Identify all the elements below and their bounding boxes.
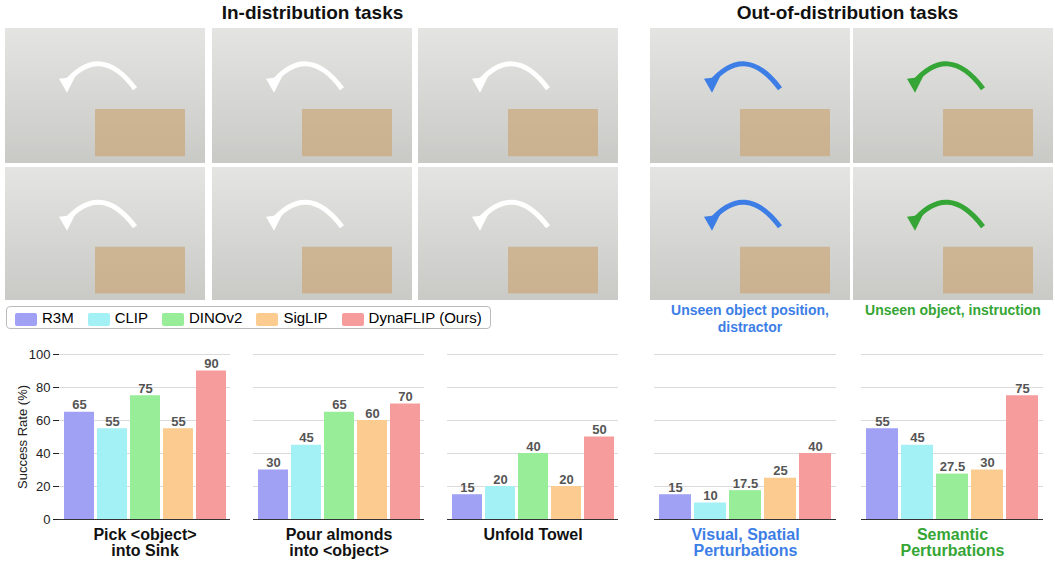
- svg-text:65: 65: [332, 397, 346, 412]
- svg-text:SemanticPerturbations: SemanticPerturbations: [900, 526, 1004, 559]
- svg-text:15: 15: [460, 480, 474, 495]
- html-text:DINOv2: DINOv2: [189, 309, 243, 326]
- svg-text:80: 80: [36, 380, 50, 395]
- svg-text:0: 0: [43, 512, 50, 527]
- html-text:In-distribution tasks: In-distribution tasks: [221, 2, 404, 23]
- html-text:Unseen object, instruction: Unseen object, instruction: [865, 302, 1041, 318]
- html-text:DynaFLIP (Ours): DynaFLIP (Ours): [368, 309, 482, 326]
- svg-text:20: 20: [36, 479, 50, 494]
- svg-text:75: 75: [1015, 381, 1029, 396]
- svg-text:45: 45: [910, 430, 924, 445]
- svg-text:30: 30: [980, 455, 994, 470]
- html-text:Out-of-distribution tasks: Out-of-distribution tasks: [736, 2, 959, 23]
- svg-text:25: 25: [773, 463, 787, 478]
- svg-text:50: 50: [592, 422, 606, 437]
- svg-text:55: 55: [105, 414, 119, 429]
- svg-text:17.5: 17.5: [733, 476, 758, 491]
- svg-text:Visual, SpatialPerturbations: Visual, SpatialPerturbations: [691, 526, 799, 559]
- svg-text:45: 45: [299, 430, 313, 445]
- svg-text:40: 40: [808, 439, 822, 454]
- html-text:CLIP: CLIP: [114, 309, 148, 326]
- svg-text:60: 60: [36, 413, 50, 428]
- html-text:Unseen object position, distra: Unseen object position, distractor: [671, 302, 829, 335]
- svg-text:65: 65: [72, 397, 86, 412]
- svg-text:100: 100: [29, 347, 51, 362]
- svg-text:20: 20: [559, 472, 573, 487]
- html-text:R3M: R3M: [42, 309, 74, 326]
- svg-text:70: 70: [398, 389, 412, 404]
- svg-text:75: 75: [138, 381, 152, 396]
- svg-text:55: 55: [171, 414, 185, 429]
- svg-text:15: 15: [668, 480, 682, 495]
- svg-text:Pick <object>into Sink: Pick <object>into Sink: [93, 526, 196, 559]
- svg-text:40: 40: [526, 439, 540, 454]
- svg-text:20: 20: [493, 472, 507, 487]
- svg-text:Success Rate (%): Success Rate (%): [15, 385, 30, 489]
- html-text:SigLIP: SigLIP: [283, 309, 328, 326]
- svg-text:90: 90: [204, 356, 218, 371]
- svg-text:10: 10: [703, 488, 717, 503]
- svg-text:Unfold Towel: Unfold Towel: [483, 526, 582, 543]
- svg-text:60: 60: [365, 406, 379, 421]
- svg-text:55: 55: [875, 414, 889, 429]
- svg-text:Pour almondsinto <object>: Pour almondsinto <object>: [286, 526, 393, 559]
- svg-text:27.5: 27.5: [940, 459, 965, 474]
- svg-text:30: 30: [266, 455, 280, 470]
- svg-text:40: 40: [36, 446, 50, 461]
